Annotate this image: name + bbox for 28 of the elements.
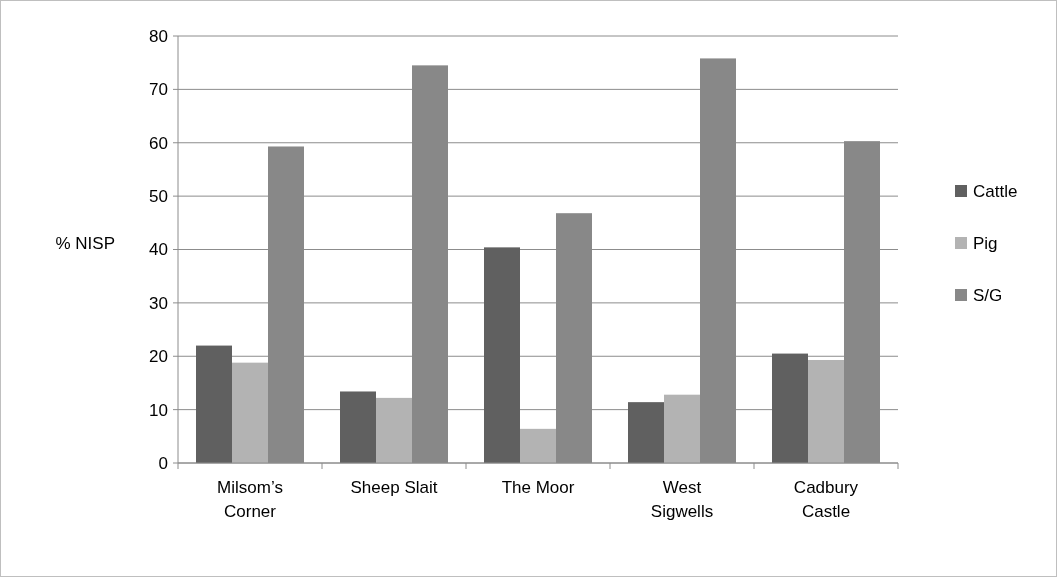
bar bbox=[340, 391, 376, 463]
y-axis-title: % NISP bbox=[55, 233, 115, 253]
bar bbox=[484, 247, 520, 463]
legend-label: Pig bbox=[973, 233, 998, 253]
bar bbox=[376, 397, 412, 463]
x-tick-label: Cadbury Castle bbox=[793, 478, 859, 521]
y-tick-label: 80 bbox=[149, 26, 168, 46]
bar bbox=[196, 345, 232, 463]
bar bbox=[772, 353, 808, 463]
bar bbox=[232, 362, 268, 463]
x-tick-label: West Sigwells bbox=[650, 478, 714, 521]
x-tick-label: Milsom’s Corner bbox=[217, 478, 283, 521]
bar bbox=[808, 359, 844, 463]
legend-label: S/G bbox=[973, 285, 1003, 305]
y-tick-label: 10 bbox=[149, 400, 168, 420]
bar bbox=[628, 402, 664, 463]
x-tick-label: Sheep Slait bbox=[350, 478, 438, 497]
bar bbox=[520, 428, 556, 463]
y-tick-label: 40 bbox=[149, 240, 168, 260]
y-tick-label: 50 bbox=[149, 187, 168, 207]
legend-label: Cattle bbox=[973, 181, 1018, 201]
x-tick-label: The Moor bbox=[501, 478, 575, 497]
y-tick-label: 0 bbox=[158, 453, 168, 473]
y-tick-label: 20 bbox=[149, 347, 168, 367]
y-tick-label: 70 bbox=[149, 80, 168, 100]
bar bbox=[664, 394, 700, 463]
y-tick-label: 30 bbox=[149, 293, 168, 313]
y-tick-label: 60 bbox=[149, 133, 168, 153]
